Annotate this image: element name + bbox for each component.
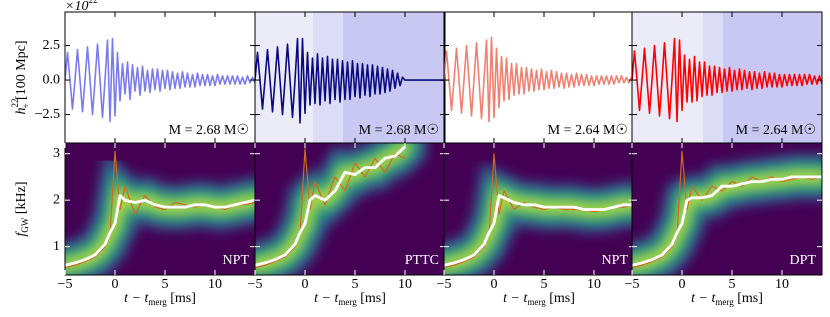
waveform	[65, 37, 255, 123]
y-axis-label-sup: 22	[10, 99, 20, 108]
x-axis-label-base: t − t	[691, 291, 716, 306]
x-axis-label: t − tmerg [ms]	[314, 291, 386, 307]
instantaneous-frequency	[255, 148, 406, 269]
x-axis-label-unit: [ms]	[357, 291, 386, 306]
y-tick-label: 0.0	[43, 72, 61, 87]
y-axis-label: h22+ [100 Mpc]	[10, 40, 31, 114]
waveform	[444, 36, 634, 123]
x-axis-label-base: t − t	[314, 291, 339, 306]
y-axis-label-unit: [kHz]	[14, 181, 29, 217]
x-axis-label-base: t − t	[124, 291, 149, 306]
mass-label: M = 2.68 M☉	[169, 123, 249, 138]
y-axis-label-sub: GW	[20, 217, 30, 232]
x-tick-label: 5	[729, 277, 736, 292]
x-axis-label: t − tmerg [ms]	[503, 291, 575, 307]
x-tick-label: 10	[587, 277, 601, 292]
x-tick-label: −5	[625, 277, 640, 292]
model-label: NPT	[223, 253, 250, 268]
x-axis-label-base: t − t	[503, 291, 528, 306]
plot-area	[65, 37, 255, 123]
model-label: DPT	[790, 253, 817, 268]
x-axis-label: t − tmerg [ms]	[691, 291, 763, 307]
x-tick-label: −5	[58, 277, 73, 292]
peak-frequency	[444, 194, 634, 267]
x-tick-label: −5	[437, 277, 452, 292]
x-axis-label-unit: [ms]	[734, 291, 763, 306]
mass-label: M = 2.68 M☉	[359, 123, 439, 138]
x-tick-label: 10	[208, 277, 222, 292]
y-axis-label-base: h	[14, 108, 29, 115]
peak-frequency	[255, 145, 406, 267]
plot-area	[255, 12, 445, 143]
y-axis-label: fGW [kHz]	[14, 181, 30, 236]
plot-area	[255, 143, 445, 275]
x-tick-label: 0	[491, 277, 498, 292]
x-tick-label: 10	[775, 277, 789, 292]
x-axis-label-unit: [ms]	[546, 291, 575, 306]
x-axis-label-unit: [ms]	[167, 291, 196, 306]
waveform	[632, 37, 822, 123]
mass-label: M = 2.64 M☉	[548, 123, 628, 138]
instantaneous-frequency	[632, 150, 822, 269]
x-tick-label: 5	[541, 277, 548, 292]
x-tick-label: 0	[302, 277, 309, 292]
x-axis-label-sub: merg	[527, 297, 546, 307]
y-tick-label: 2.5	[43, 38, 61, 53]
y-axis-label-unit: [100 Mpc]	[14, 40, 29, 103]
x-axis-label: t − tmerg [ms]	[124, 291, 196, 307]
x-axis-label-sub: merg	[715, 297, 734, 307]
peak-frequency	[632, 175, 822, 267]
peak-frequency	[65, 194, 255, 267]
x-tick-label: 0	[112, 277, 119, 292]
y-tick-label: 3	[53, 146, 60, 161]
x-tick-label: 5	[162, 277, 169, 292]
plot-area	[65, 143, 255, 275]
x-tick-label: 10	[398, 277, 412, 292]
plot-area	[632, 12, 822, 143]
y-tick-label: 1	[53, 239, 60, 254]
plot-area	[632, 143, 822, 275]
mass-label: M = 2.64 M☉	[736, 123, 816, 138]
panel-frame	[631, 142, 823, 276]
y-tick-label: 2	[53, 192, 60, 207]
x-tick-label: 0	[679, 277, 686, 292]
y-axis-label-base: f	[14, 231, 29, 237]
plot-area	[444, 36, 634, 123]
y-axis-label-sub: +	[21, 103, 31, 108]
model-label: NPT	[602, 253, 629, 268]
model-label: PTTC	[405, 253, 439, 268]
axis-offset: ×1022	[65, 0, 97, 14]
x-axis-label-sub: merg	[148, 297, 167, 307]
axis-offset-sup: 22	[88, 0, 97, 5]
plot-area	[444, 143, 634, 275]
x-tick-label: 5	[352, 277, 359, 292]
waveform	[255, 37, 445, 124]
x-axis-label-sub: merg	[338, 297, 357, 307]
x-tick-label: −5	[248, 277, 263, 292]
y-tick-label: −2.5	[35, 107, 60, 122]
axis-offset-base: ×10	[65, 0, 88, 14]
